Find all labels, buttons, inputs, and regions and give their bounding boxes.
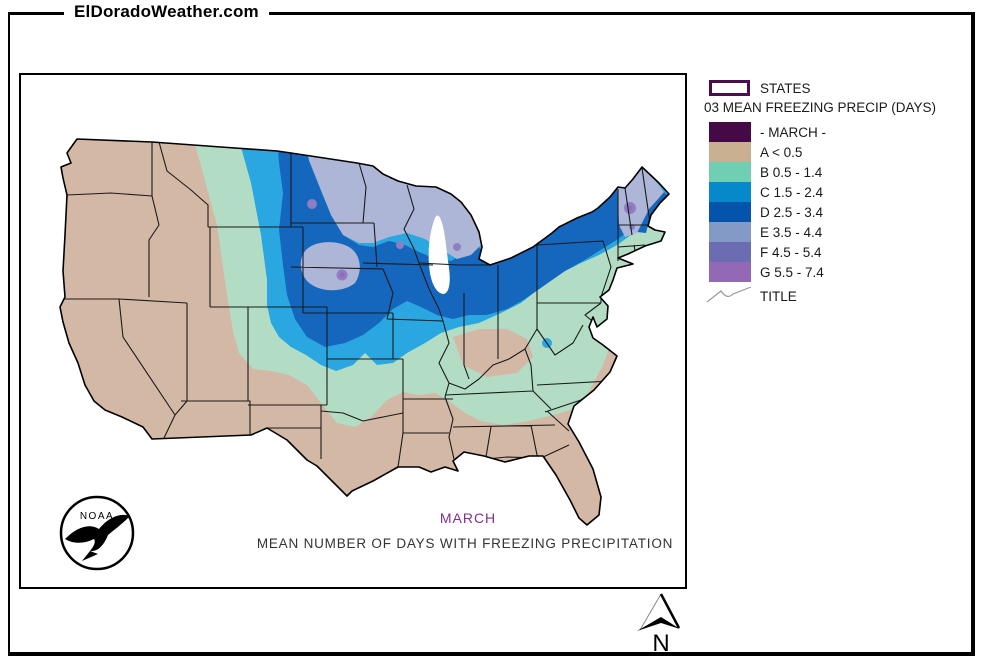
legend-label-g: G 5.5 - 7.4 <box>760 265 824 280</box>
map-region-f-spot <box>453 243 461 251</box>
legend-swatch-d <box>709 202 751 222</box>
legend-label-f: F 4.5 - 5.4 <box>760 245 822 260</box>
map-region-f-spot <box>307 199 317 209</box>
map-panel: NOAA MARCH MEAN NUMBER OF DAYS WITH FREE… <box>19 73 687 589</box>
map-month-label: MARCH <box>439 510 497 526</box>
legend-label-march: - MARCH - <box>760 125 826 140</box>
legend-swatch-f <box>709 242 751 262</box>
noaa-logo: NOAA <box>59 495 135 571</box>
legend-swatch-b <box>709 162 751 182</box>
legend-label-d: D 2.5 - 3.4 <box>760 205 824 220</box>
legend-header: 03 MEAN FREEZING PRECIP (DAYS) <box>704 100 937 115</box>
map-region-a-pocket <box>453 329 533 377</box>
map-region-d-band <box>277 139 667 347</box>
legend-label-a: A < 0.5 <box>760 145 803 160</box>
legend-swatch-g <box>709 262 751 282</box>
legend-label-b: B 0.5 - 1.4 <box>760 165 823 180</box>
legend-title-label: TITLE <box>760 289 797 304</box>
us-choropleth-map: NOAA <box>59 138 670 571</box>
map-region-e-pocket <box>300 242 360 291</box>
map-region-f-spot <box>396 241 404 249</box>
legend-swatch-e <box>709 222 751 242</box>
legend-swatch-march <box>709 122 751 142</box>
site-title[interactable]: ElDoradoWeather.com <box>64 2 269 22</box>
map-region-g-spot <box>339 272 345 278</box>
us-outline <box>59 138 670 526</box>
legend-swatch-a <box>709 142 751 162</box>
legend-label-e: E 3.5 - 4.4 <box>760 225 823 240</box>
line-symbol-icon <box>706 286 752 303</box>
noaa-logo-text: NOAA <box>80 511 114 522</box>
map-caption: MEAN NUMBER OF DAYS WITH FREEZING PRECIP… <box>256 536 674 551</box>
legend-label-c: C 1.5 - 2.4 <box>760 185 824 200</box>
lake-michigan <box>428 215 450 294</box>
bird-icon <box>65 514 130 561</box>
legend-states-symbol <box>709 80 750 96</box>
legend-swatch-c <box>709 182 751 202</box>
north-arrow-label: N <box>652 630 669 656</box>
map-region-g-spot <box>627 205 633 211</box>
page-border-frame: ElDoradoWeather.com <box>8 2 975 656</box>
legend-states-label: STATES <box>760 81 811 96</box>
north-arrow-icon: N <box>637 593 681 656</box>
